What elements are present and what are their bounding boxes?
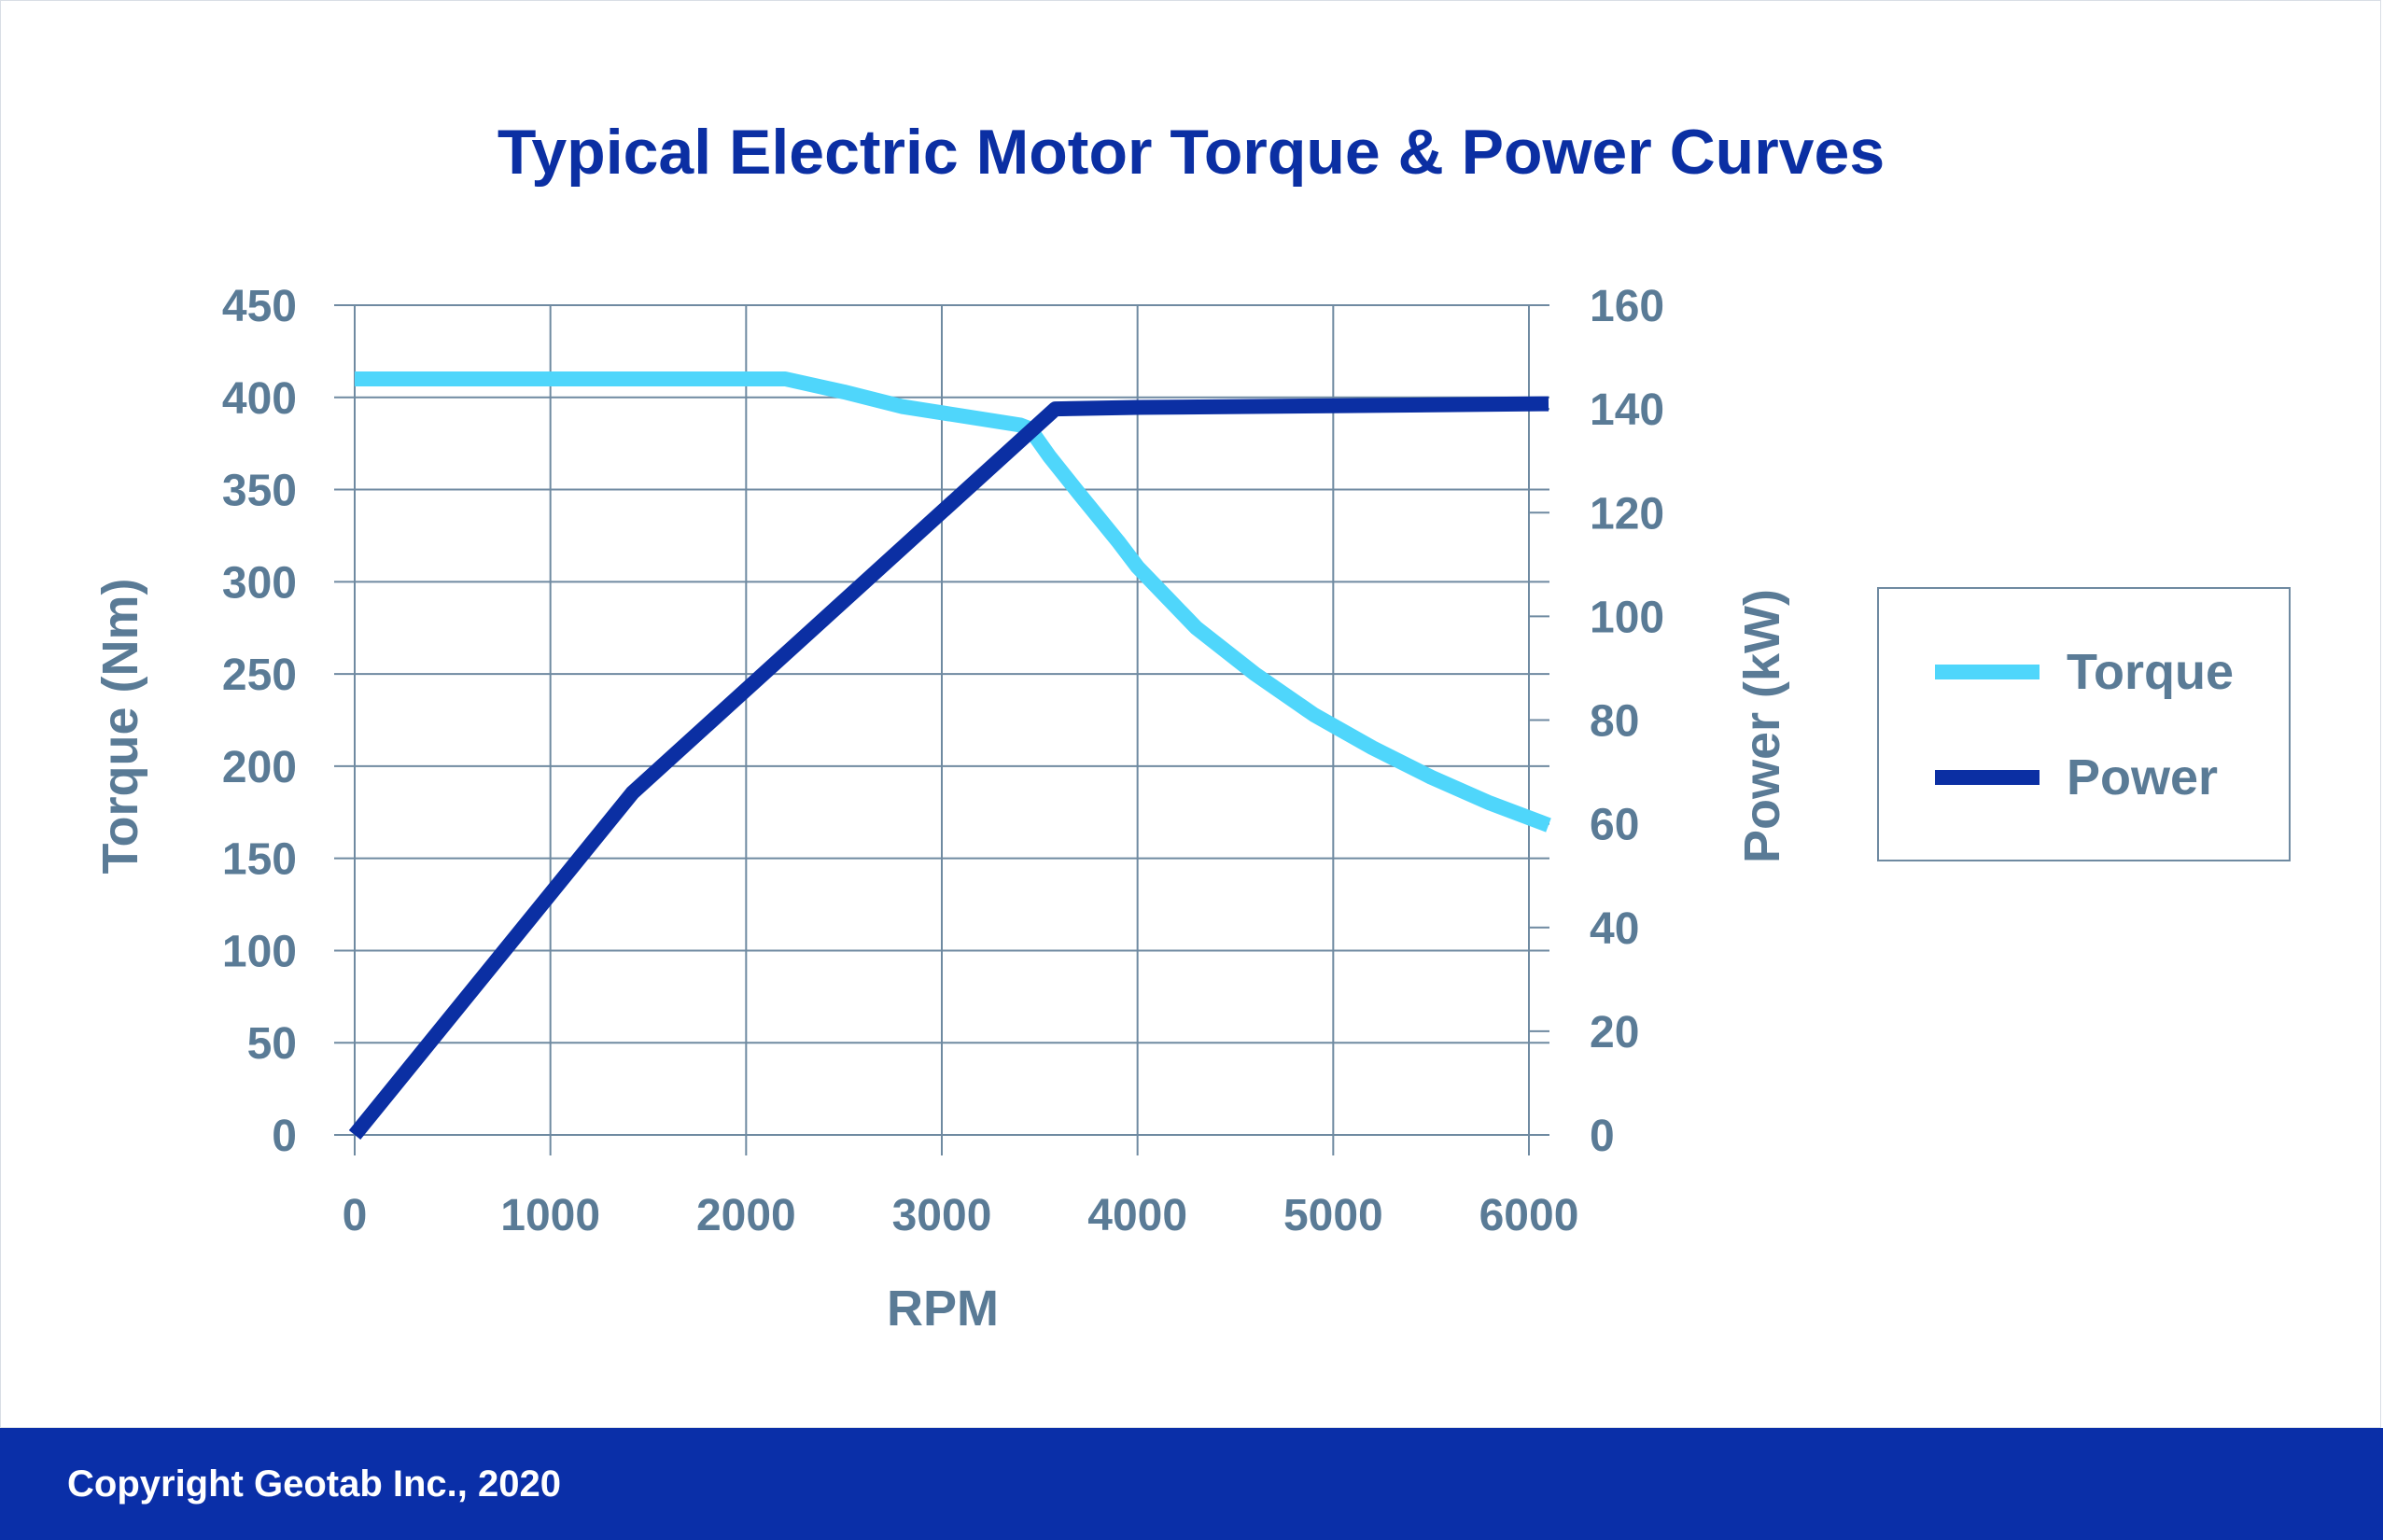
series-lines (348, 371, 1551, 1141)
grid (334, 304, 1549, 1155)
legend-label-power: Power (2067, 749, 2218, 805)
y-tick-label: 150 (222, 835, 297, 885)
y-tick-label: 50 (247, 1019, 297, 1069)
y2-tick-label: 140 (1590, 385, 1664, 435)
x-tick-label: 2000 (696, 1191, 796, 1240)
y2-tick-label: 80 (1590, 697, 1639, 747)
y-tick-label: 0 (272, 1112, 297, 1161)
y2-tick-label: 0 (1590, 1112, 1615, 1161)
y2-tick-label: 20 (1590, 1008, 1639, 1057)
x-axis-label: RPM (887, 1281, 999, 1337)
copyright-text: Copyright Geotab Inc., 2020 (67, 1463, 562, 1505)
x-tick-label: 3000 (892, 1191, 992, 1240)
y-tick-label: 400 (222, 374, 297, 424)
y-tick-label: 200 (222, 743, 297, 792)
y2-tick-label: 160 (1590, 282, 1664, 331)
y-axis-label: Torque (Nm) (92, 579, 148, 875)
y2-tick-label: 120 (1590, 489, 1664, 539)
footer-bar: Copyright Geotab Inc., 2020 (0, 1428, 2383, 1540)
x-tick-label: 4000 (1087, 1191, 1187, 1240)
legend-box (1877, 587, 2291, 861)
y-tick-label: 350 (222, 467, 297, 516)
y2-tick-label: 60 (1590, 801, 1639, 850)
series-line-torque (355, 371, 1551, 833)
chart-title: Typical Electric Motor Torque & Power Cu… (498, 117, 1885, 188)
series-line-power (348, 396, 1549, 1141)
y-tick-label: 300 (222, 558, 297, 608)
legend-label-torque: Torque (2067, 644, 2234, 700)
x-tick-label: 5000 (1283, 1191, 1383, 1240)
y-tick-label: 250 (222, 651, 297, 700)
legend: Torque Power (1877, 587, 2291, 861)
x-tick-label: 6000 (1479, 1191, 1579, 1240)
y2-axis-label: Power (kW) (1734, 589, 1790, 863)
chart-frame (0, 0, 2381, 1428)
x-tick-label: 1000 (500, 1191, 600, 1240)
y-tick-label: 450 (222, 282, 297, 331)
y2-tick-label: 40 (1590, 904, 1639, 954)
y2-tick-label: 100 (1590, 593, 1664, 642)
chart-svg: Typical Electric Motor Torque & Power Cu… (92, 117, 2291, 1337)
y-tick-label: 100 (222, 927, 297, 976)
x-tick-label: 0 (343, 1191, 368, 1240)
